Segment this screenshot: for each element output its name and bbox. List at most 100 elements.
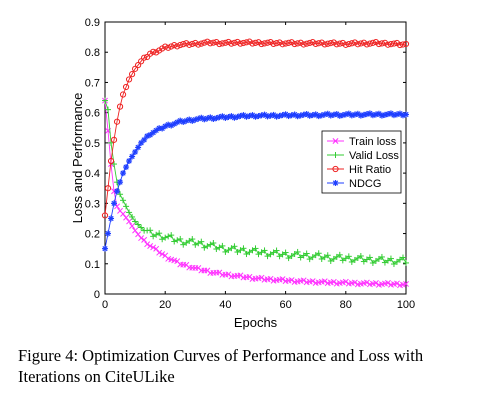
marker-stroke <box>267 113 274 119</box>
data-point <box>117 191 124 198</box>
data-point <box>378 253 385 260</box>
marker-circle <box>216 40 223 48</box>
marker-stroke <box>132 227 139 234</box>
marker-stroke <box>114 188 120 194</box>
marker-stroke <box>150 244 157 251</box>
data-point <box>318 256 325 263</box>
data-point <box>171 238 178 245</box>
data-point <box>210 239 217 246</box>
data-point <box>153 127 160 134</box>
data-point <box>210 39 217 46</box>
data-point <box>123 164 130 171</box>
marker-stroke <box>349 112 355 119</box>
data-point <box>255 251 262 258</box>
y-tick-label: 0.8 <box>85 47 100 59</box>
data-point <box>126 218 133 225</box>
data-point <box>243 39 250 46</box>
data-point <box>168 43 175 50</box>
marker-stroke <box>273 114 280 120</box>
data-point <box>129 153 136 160</box>
data-point <box>375 255 382 262</box>
marker-circle <box>351 39 358 46</box>
data-point <box>261 247 268 254</box>
marker-circle <box>378 40 386 47</box>
data-point <box>396 256 403 263</box>
data-point <box>351 279 358 286</box>
data-point <box>403 111 409 118</box>
marker-stroke <box>270 112 277 118</box>
marker-stroke <box>372 280 379 286</box>
data-point <box>357 252 364 259</box>
marker-circle <box>177 41 184 49</box>
data-point <box>303 250 310 257</box>
data-point <box>258 40 265 48</box>
data-point <box>324 252 331 259</box>
data-point <box>192 39 199 47</box>
marker-stroke <box>120 170 126 176</box>
data-point <box>336 40 343 47</box>
legend-marker <box>332 138 339 144</box>
marker-stroke <box>351 279 358 286</box>
marker-circle <box>354 41 361 48</box>
data-point <box>237 247 244 254</box>
data-point <box>276 253 283 260</box>
marker-stroke <box>367 110 373 117</box>
marker-stroke <box>332 138 339 144</box>
marker-circle <box>119 91 127 98</box>
marker-circle <box>294 40 301 47</box>
marker-stroke <box>346 111 352 117</box>
x-tick-label: 100 <box>397 299 415 311</box>
data-point <box>240 39 247 47</box>
data-point <box>150 129 157 136</box>
data-point <box>345 253 352 260</box>
data-point <box>261 40 268 47</box>
data-point <box>114 188 121 195</box>
data-point <box>222 248 229 255</box>
marker-circle <box>297 39 304 46</box>
data-point <box>378 40 386 47</box>
marker-stroke <box>313 111 319 117</box>
data-point <box>300 252 307 259</box>
data-point <box>231 39 238 46</box>
data-point <box>138 235 145 242</box>
marker-stroke <box>352 111 358 118</box>
data-point <box>122 83 130 91</box>
marker-circle <box>261 40 268 47</box>
data-point <box>240 245 247 252</box>
marker-stroke <box>334 111 340 117</box>
data-point <box>105 230 112 237</box>
marker-circle <box>264 39 271 46</box>
data-point <box>321 254 328 261</box>
marker-stroke <box>249 112 256 118</box>
data-point <box>270 40 277 47</box>
marker-stroke <box>325 111 331 117</box>
data-point <box>279 276 286 283</box>
marker-circle <box>252 39 259 46</box>
marker-stroke <box>186 116 192 123</box>
data-point <box>128 71 136 78</box>
data-point <box>198 238 205 245</box>
data-point <box>309 39 316 46</box>
data-point <box>403 259 409 266</box>
marker-stroke <box>183 261 190 268</box>
marker-circle <box>243 39 250 46</box>
data-point <box>171 120 178 127</box>
marker-circle <box>135 61 142 69</box>
legend-label: Hit Ratio <box>349 164 391 176</box>
x-tick-label: 40 <box>219 299 231 311</box>
marker-stroke <box>261 111 268 118</box>
data-point <box>384 257 391 264</box>
data-point <box>384 279 391 286</box>
marker-stroke <box>295 113 301 119</box>
data-point <box>345 40 352 48</box>
data-point <box>249 40 256 47</box>
marker-circle <box>201 39 208 46</box>
data-point <box>357 40 364 47</box>
data-point <box>348 258 355 265</box>
marker-stroke <box>342 278 349 285</box>
data-point <box>315 250 322 257</box>
data-point <box>366 254 373 261</box>
data-point <box>150 233 157 240</box>
data-point <box>360 39 367 46</box>
data-point <box>138 224 145 231</box>
